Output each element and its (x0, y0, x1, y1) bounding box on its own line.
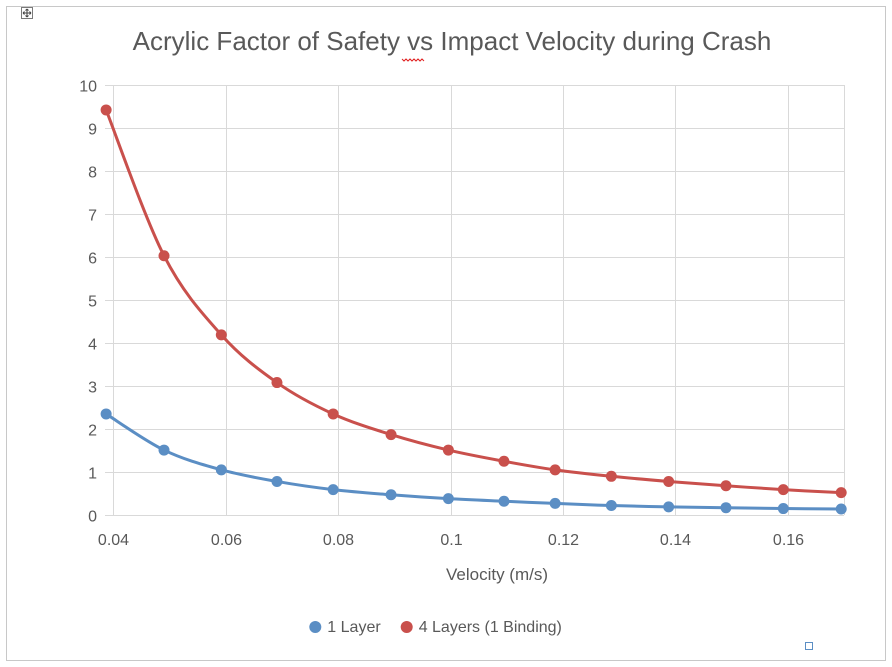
y-tick-label: 3 (88, 380, 97, 397)
data-point (720, 480, 732, 492)
data-point (385, 489, 397, 501)
y-tick-label: 5 (88, 294, 97, 311)
y-tick-label: 0 (88, 509, 97, 526)
data-point (100, 408, 112, 420)
plot-series (100, 104, 847, 515)
data-point (835, 503, 847, 515)
chart-frame (6, 6, 886, 661)
y-tick-label: 1 (88, 466, 97, 483)
legend-marker (309, 621, 322, 633)
data-point (442, 493, 454, 505)
x-gridlines (113, 85, 845, 515)
data-point (605, 500, 617, 512)
x-tick-label: 0.16 (773, 532, 804, 549)
data-point (549, 497, 561, 509)
x-axis-ticks: 0.04 0.06 0.08 0.1 0.12 0.14 0.16 (98, 532, 804, 549)
chart-title: Acrylic Factor of Safety vs Impact Veloc… (133, 26, 772, 56)
legend-entry: 4 Layers (1 Binding) (400, 619, 562, 636)
y-tick-label: 9 (88, 122, 97, 139)
series-2 (100, 104, 847, 499)
y-tick-label: 7 (88, 208, 97, 225)
chart-legend: 1 Layer 4 Layers (1 Binding) (309, 619, 562, 636)
y-tick-label: 2 (88, 423, 97, 440)
data-point (777, 484, 789, 496)
x-axis-title: Velocity (m/s) (446, 565, 548, 584)
data-point (271, 377, 283, 389)
x-tick-label: 0.14 (660, 532, 691, 549)
data-point (549, 464, 561, 476)
x-tick-label: 0.12 (548, 532, 579, 549)
data-point (158, 250, 170, 262)
y-tick-label: 6 (88, 251, 97, 268)
data-point (158, 444, 170, 456)
data-point (498, 455, 510, 467)
y-tick-label: 8 (88, 165, 97, 182)
data-point (835, 487, 847, 499)
y-tick-label: 4 (88, 337, 97, 354)
data-point (100, 104, 112, 116)
data-point (663, 475, 675, 487)
x-tick-label: 0.06 (211, 532, 242, 549)
data-point (215, 464, 227, 476)
data-point (605, 470, 617, 482)
x-tick-label: 0.1 (440, 532, 462, 549)
y-tick-label: 10 (79, 79, 97, 96)
data-point (327, 484, 339, 496)
spellcheck-underline (401, 58, 425, 62)
data-point (442, 444, 454, 456)
legend-label: 1 Layer (327, 619, 381, 636)
data-point (215, 329, 227, 341)
x-tick-label: 0.08 (323, 532, 354, 549)
data-point (720, 502, 732, 514)
legend-marker (400, 621, 413, 633)
resize-handle-icon[interactable] (805, 642, 813, 650)
legend-entry: 1 Layer (309, 619, 381, 636)
data-point (777, 503, 789, 515)
move-handle-icon[interactable] (21, 7, 33, 19)
legend-label: 4 Layers (1 Binding) (419, 619, 562, 636)
data-point (327, 408, 339, 420)
data-point (498, 495, 510, 507)
y-axis-ticks: 0 1 2 3 4 5 6 7 8 9 10 (79, 79, 97, 526)
data-point (663, 501, 675, 513)
data-point (385, 429, 397, 441)
series-1 (100, 408, 847, 515)
data-point (271, 475, 283, 487)
x-tick-label: 0.04 (98, 532, 129, 549)
